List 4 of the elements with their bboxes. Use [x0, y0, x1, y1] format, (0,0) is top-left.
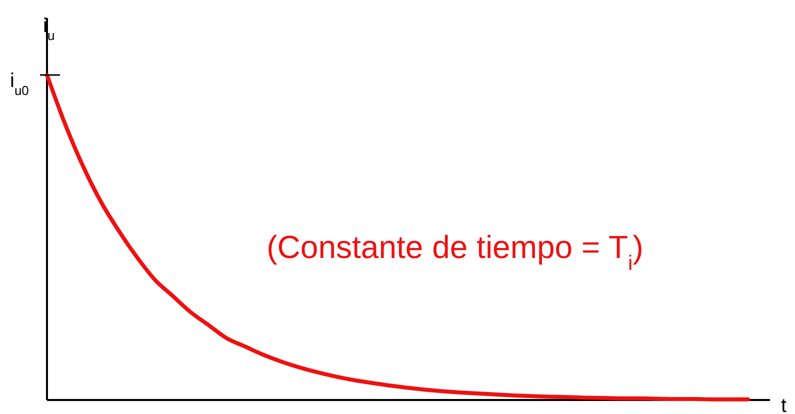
x-axis-title: t — [781, 395, 787, 414]
text: i$_{u0}$ — [10, 70, 29, 98]
annotation: (Constante de tiempo = T$_{i}$) — [266, 229, 644, 274]
y-axis-title: i$_{u}$ — [43, 15, 55, 42]
